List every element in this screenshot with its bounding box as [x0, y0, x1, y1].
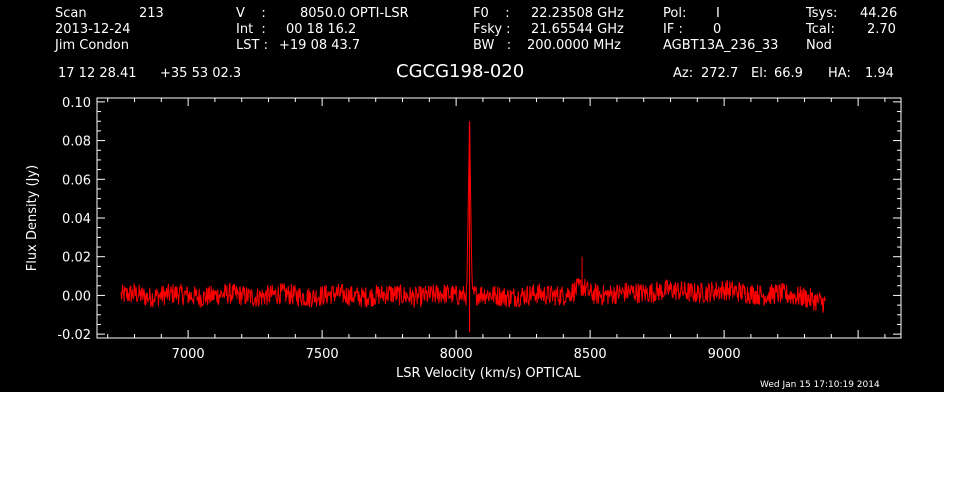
ha-value: 1.94 [865, 66, 894, 81]
int-label: Int : [236, 22, 266, 37]
x-tick-label: 7500 [306, 347, 339, 362]
az-label: Az: [673, 66, 694, 81]
date: 2013-12-24 [55, 22, 131, 37]
observer: Jim Condon [55, 38, 129, 53]
scan-value: 213 [139, 6, 164, 21]
ha-label: HA: [828, 66, 851, 81]
source-name: CGCG198-020 [396, 61, 525, 82]
pol-value: I [716, 6, 720, 21]
pol-label: Pol: [663, 6, 687, 21]
spectrum-chart: 7000 7500 8000 8500 9000 -0.02 0.00 0.02 0.04 0.0… [25, 96, 902, 362]
y-tick-label: 0.08 [62, 135, 91, 150]
if-value: 0 [713, 22, 722, 37]
y-tick-label: 0.06 [62, 173, 91, 188]
if-label: IF : [663, 22, 683, 37]
x-axis-label: LSR Velocity (km/s) OPTICAL [396, 366, 581, 381]
f0-label: F0 : [473, 6, 510, 21]
y-tick-label: 0.04 [62, 212, 91, 227]
v-label: V : [236, 6, 266, 21]
y-axis-label: Flux Density (Jy) [25, 165, 40, 271]
plot-panel: Scan 213 V : 8050.0 OPTI-LSR F0 : 22.235… [0, 0, 944, 392]
f0-value: 22.23508 GHz [531, 6, 624, 21]
az-value: 272.7 [701, 66, 739, 81]
y-tick-label: 0.02 [62, 251, 91, 266]
x-tick-label: 9000 [708, 347, 741, 362]
lst-label: LST : [236, 38, 268, 53]
spectrum-trace [120, 121, 827, 313]
project-id: AGBT13A_236_33 [663, 38, 779, 53]
dec: +35 53 02.3 [160, 66, 242, 81]
y-tick-label: 0.00 [62, 289, 91, 304]
tcal-value: 2.70 [867, 22, 896, 37]
x-tick-label: 7000 [172, 347, 205, 362]
lst-value: +19 08 43.7 [279, 38, 361, 53]
bw-label: BW : [473, 38, 512, 53]
el-label: El: [751, 66, 768, 81]
x-tick-label: 8000 [440, 347, 473, 362]
y-tick-label: 0.10 [62, 96, 91, 111]
obs-mode: Nod [806, 38, 832, 53]
v-value: 8050.0 OPTI-LSR [300, 6, 409, 21]
y-tick-label: -0.02 [57, 328, 91, 343]
tsys-value: 44.26 [860, 6, 898, 21]
bw-value: 200.0000 MHz [527, 38, 621, 53]
int-value: 00 18 16.2 [286, 22, 357, 37]
tsys-label: Tsys: [806, 6, 838, 21]
fsky-label: Fsky : [473, 22, 511, 37]
tcal-label: Tcal: [806, 22, 835, 37]
el-value: 66.9 [774, 66, 803, 81]
scan-label: Scan [55, 6, 87, 21]
fsky-value: 21.65544 GHz [531, 22, 624, 37]
timestamp: Wed Jan 15 17:10:19 2014 [760, 380, 880, 390]
x-tick-label: 8500 [574, 347, 607, 362]
ra: 17 12 28.41 [58, 66, 137, 81]
